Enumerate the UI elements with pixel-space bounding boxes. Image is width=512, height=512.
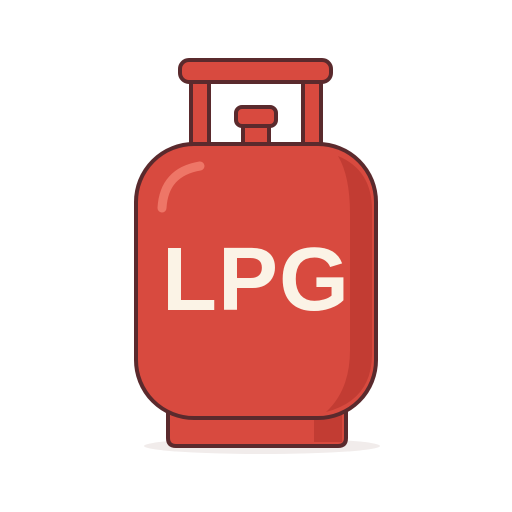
- lpg-label: LPG: [162, 230, 350, 330]
- cylinder-highlight: [157, 161, 205, 213]
- handle-post-right: [301, 76, 323, 152]
- cylinder-body-shade: [326, 156, 372, 412]
- handle-post-left: [189, 76, 211, 152]
- valve-cap: [234, 105, 278, 128]
- cylinder-body: [134, 142, 378, 420]
- handle-bar: [178, 58, 333, 84]
